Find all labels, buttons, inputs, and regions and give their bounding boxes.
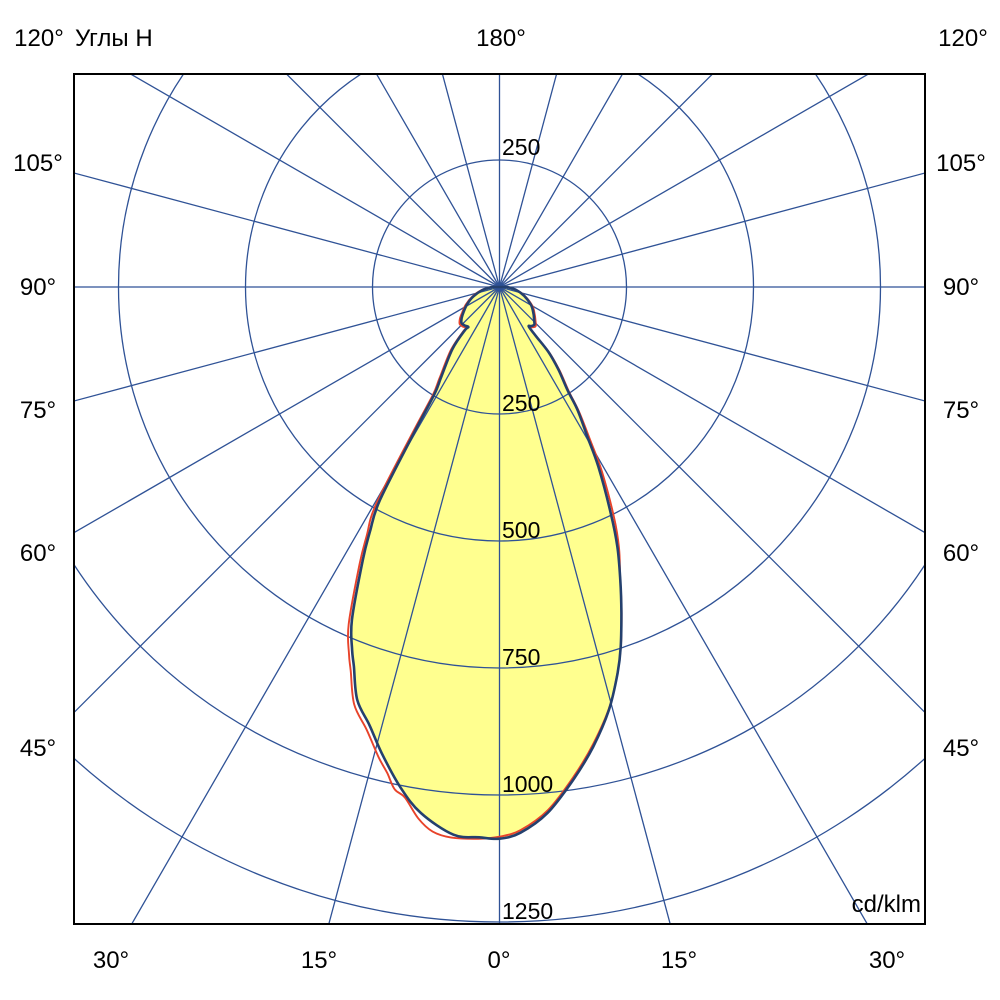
grid-ray-45 <box>499 286 925 714</box>
ring-label-1000: 1000 <box>502 771 553 797</box>
angle-label-left-75: 75° <box>20 397 56 424</box>
angle-label-bottom-30l: 30° <box>93 947 129 974</box>
ring-label-500: 500 <box>502 517 540 543</box>
intensity-curve-main <box>349 285 623 841</box>
angle-label-top-right: 120° <box>938 25 988 52</box>
grid-ray-150 <box>498 74 624 288</box>
grid-ray-15 <box>498 286 671 924</box>
angle-label-left-105: 105° <box>13 150 63 177</box>
angle-label-top-left: 120° <box>14 25 64 52</box>
ring-label-250-top: 250 <box>502 134 540 160</box>
grid-ray-255 <box>74 172 500 288</box>
grid-ray-75 <box>499 286 925 402</box>
grid-ray-315 <box>74 286 500 714</box>
angle-label-left-60: 60° <box>20 540 56 567</box>
angle-label-right-105: 105° <box>936 150 986 177</box>
angle-label-left-45: 45° <box>20 735 56 762</box>
ring-label-750: 750 <box>502 644 540 670</box>
intensity-fill-layer <box>351 287 622 839</box>
ring-label-250: 250 <box>502 390 540 416</box>
grid-ray-105 <box>499 172 925 288</box>
grid-ray-195 <box>441 74 501 288</box>
angle-label-bottom-0: 0° <box>488 947 511 974</box>
angle-label-right-60: 60° <box>943 540 979 567</box>
grid-ray-165 <box>498 74 558 288</box>
grid-ray-225 <box>285 74 500 288</box>
grid-ray-30 <box>498 286 869 924</box>
angle-label-right-90: 90° <box>943 274 979 301</box>
angle-label-right-75: 75° <box>943 397 979 424</box>
intensity-area-fill <box>351 287 622 839</box>
unit-label: cd/klm <box>852 891 921 918</box>
grid-ray-300 <box>74 286 500 534</box>
angle-label-right-45: 45° <box>943 735 979 762</box>
grid-ray-285 <box>74 286 500 402</box>
grid-ray-210 <box>375 74 501 288</box>
angle-label-left-90: 90° <box>20 274 56 301</box>
angle-label-bottom-15l: 15° <box>301 947 337 974</box>
angle-label-bottom-30r: 30° <box>869 947 905 974</box>
grid-ray-240 <box>129 74 500 288</box>
grid-ray-135 <box>499 74 714 288</box>
plane-title: Углы H <box>75 25 153 52</box>
ring-label-1250: 1250 <box>502 898 553 924</box>
grid-ray-60 <box>499 286 925 534</box>
plot-border <box>73 73 926 925</box>
grid-ray-120 <box>499 74 870 288</box>
angle-label-top-center: 180° <box>476 25 526 52</box>
grid-ray-345 <box>328 286 501 924</box>
intensity-curves-layer <box>346 285 623 841</box>
angle-label-bottom-15r: 15° <box>661 947 697 974</box>
